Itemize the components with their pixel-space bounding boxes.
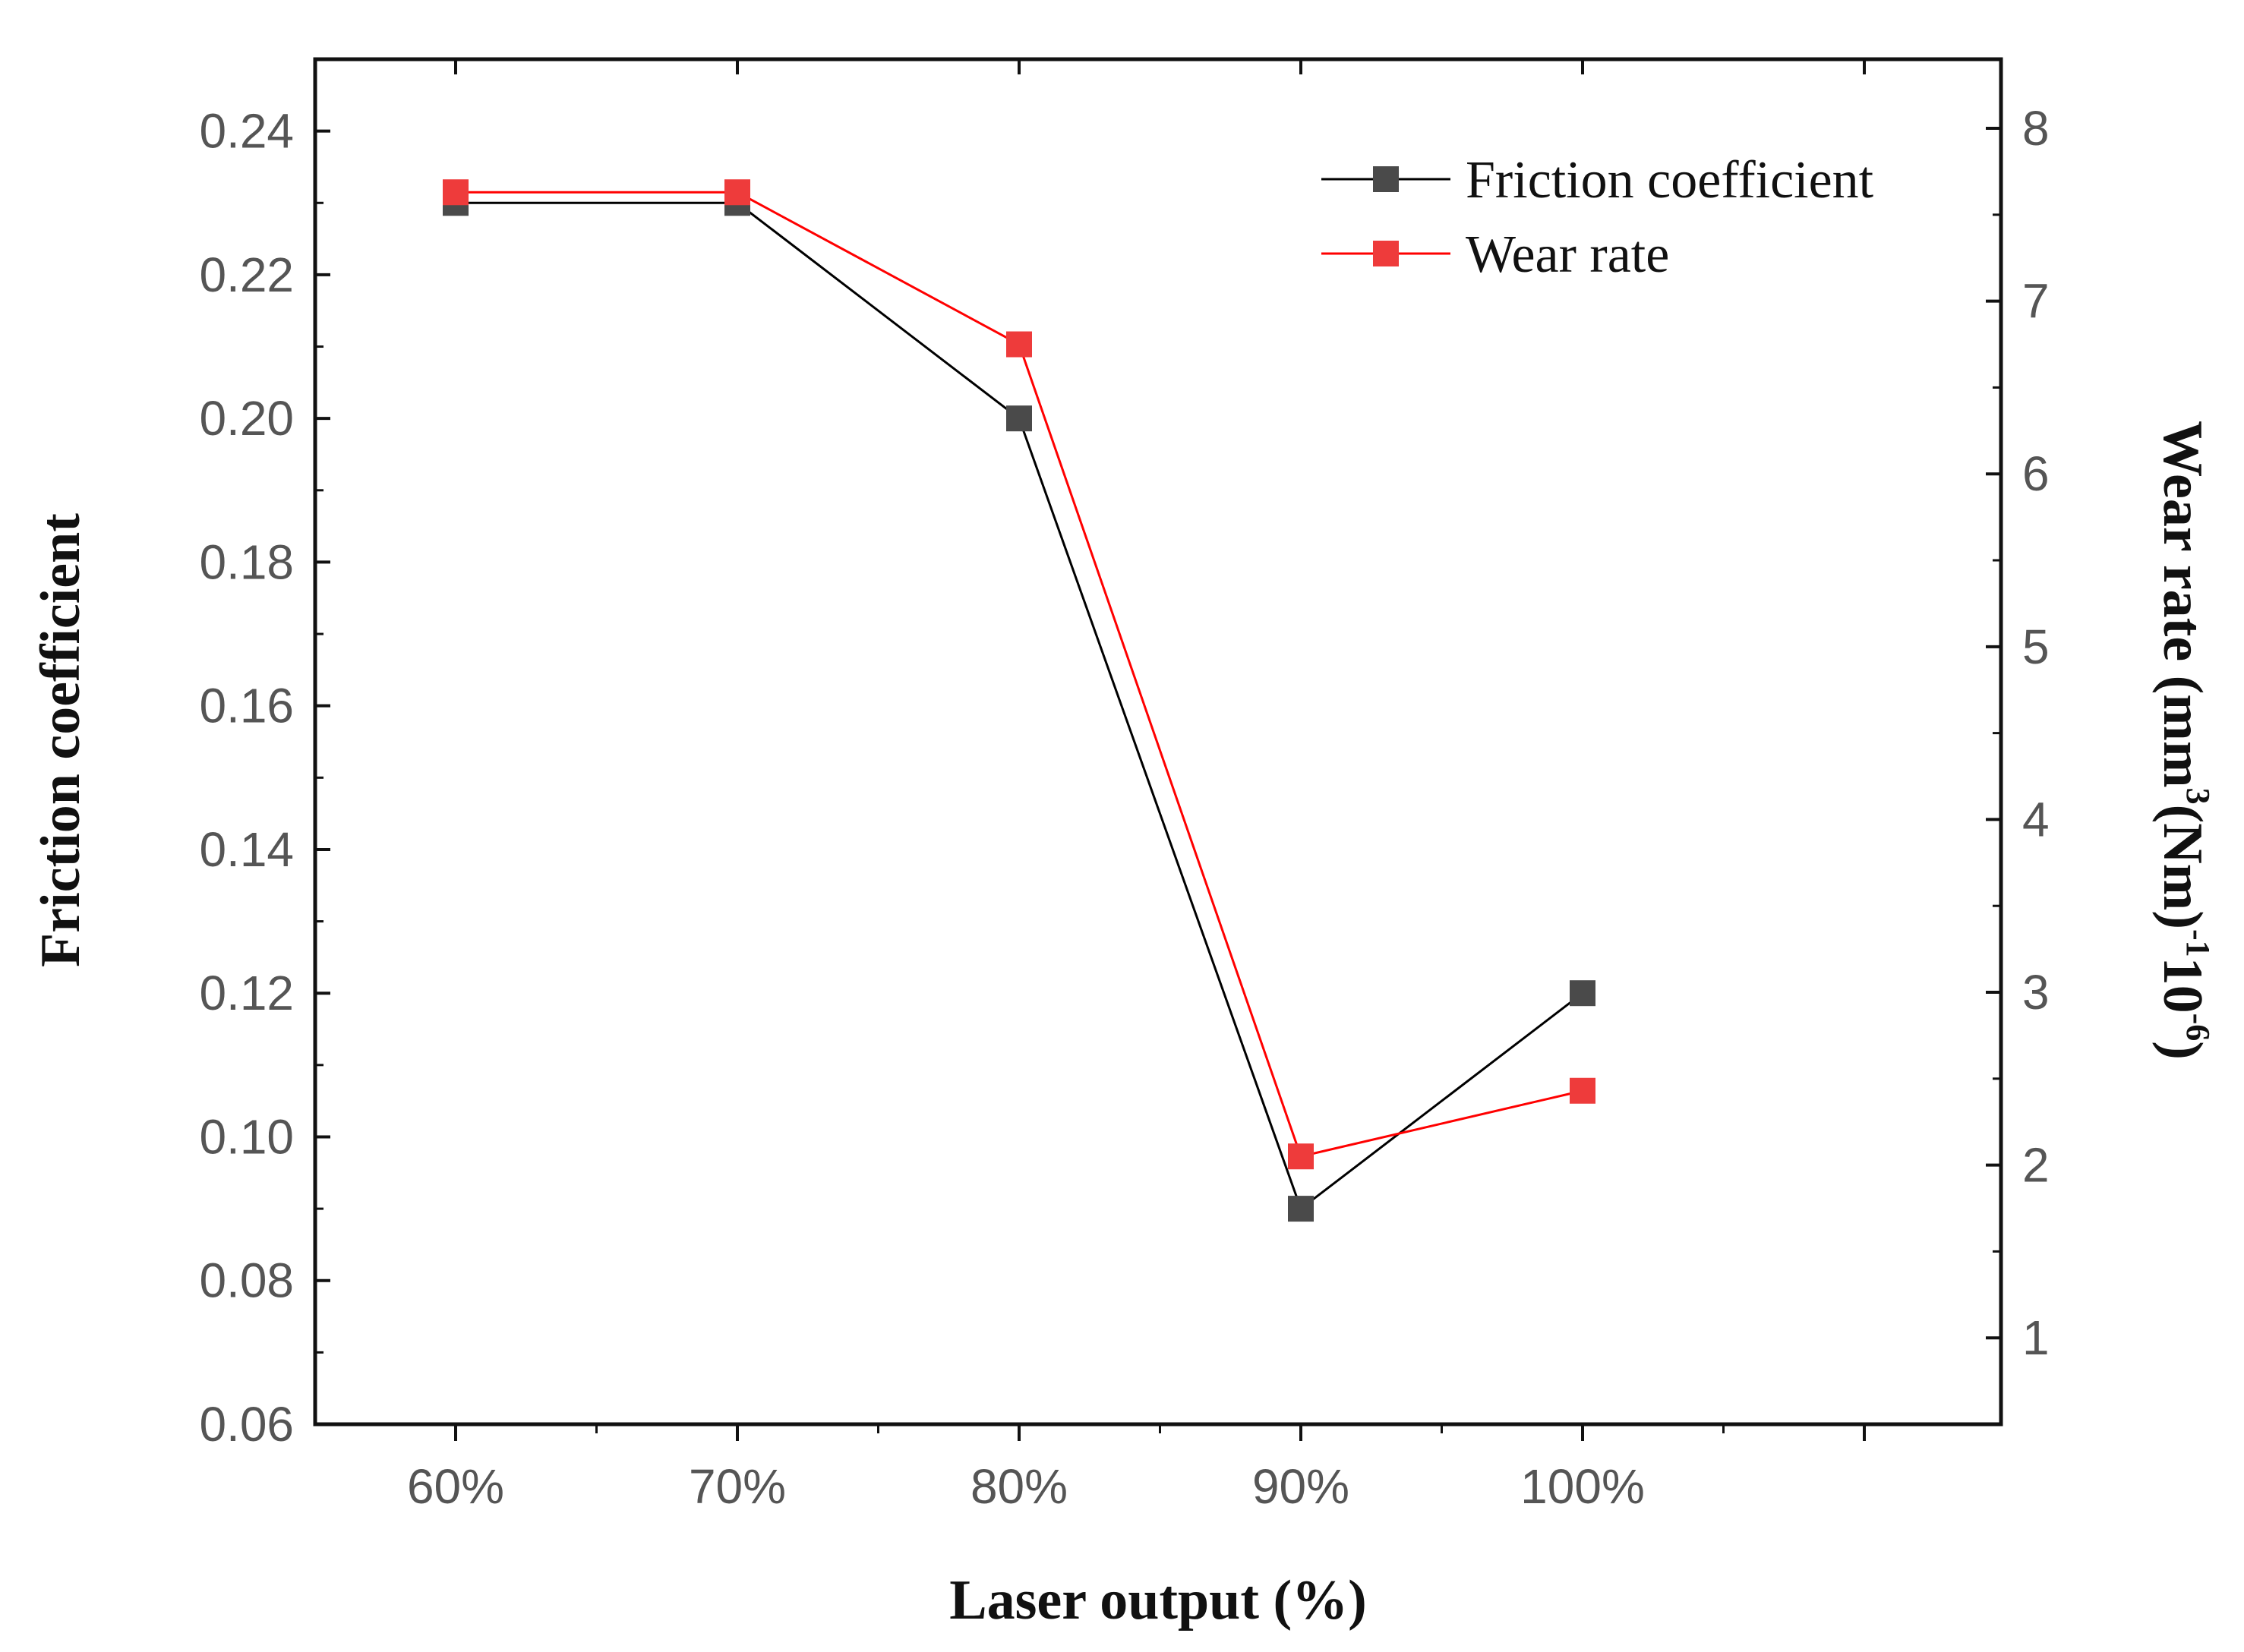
y-left-tick-label: 0.08 xyxy=(199,1253,294,1308)
plot-frame xyxy=(313,57,2003,1427)
data-point-wear xyxy=(724,179,750,206)
ticks-layer: 0.06 0.08 0.10 0.12 0.14 0.16 0.18 0.20 0.22 0.24… xyxy=(199,59,2050,1514)
y-axis-left-title: Friction coefficient xyxy=(30,513,92,967)
y-right-tick-label: 5 xyxy=(2022,620,2050,674)
data-point-friction xyxy=(1288,1196,1314,1222)
data-point-wear xyxy=(1006,331,1032,358)
y-right-tick-label: 1 xyxy=(2022,1310,2050,1365)
y-left-tick-label: 0.16 xyxy=(199,679,294,733)
x-axis-title: Laser output (%) xyxy=(949,1569,1367,1632)
y-right-title-sup1: 3 xyxy=(2179,788,2217,805)
y-left-tick-label: 0.14 xyxy=(199,822,294,877)
y-left-tick-label: 0.10 xyxy=(199,1109,294,1164)
y-right-tick-label: 7 xyxy=(2022,274,2050,329)
y-left-tick-label: 0.18 xyxy=(199,534,294,589)
y-right-tick-label: 8 xyxy=(2022,101,2050,156)
y-right-tick-label: 6 xyxy=(2022,446,2050,501)
y-right-title-mid: (Nm) xyxy=(2151,805,2214,929)
legend-wear-marker xyxy=(1373,241,1399,266)
y-left-tick-label: 0.12 xyxy=(199,966,294,1020)
y-left-tick-label: 0.06 xyxy=(199,1397,294,1452)
legend-friction-marker xyxy=(1373,166,1399,192)
legend: Friction coefficient Wear rate xyxy=(1321,151,1874,284)
data-point-friction xyxy=(1006,405,1032,432)
data-point-wear xyxy=(1570,1077,1595,1104)
y-left-tick-label: 0.22 xyxy=(199,247,294,302)
x-tick-label: 60% xyxy=(407,1459,504,1514)
legend-wear-label: Wear rate xyxy=(1466,225,1669,284)
y-right-title-end: ) xyxy=(2151,1041,2214,1060)
x-tick-label: 90% xyxy=(1252,1459,1349,1514)
x-tick-label: 100% xyxy=(1520,1459,1645,1514)
y-right-title-mid2: 10 xyxy=(2151,957,2214,1014)
y-right-tick-label: 3 xyxy=(2022,965,2050,1020)
y-right-title-main: Wear rate (mm xyxy=(2151,421,2214,788)
data-point-wear xyxy=(1288,1143,1314,1170)
y-right-tick-label: 2 xyxy=(2022,1138,2050,1193)
x-tick-label: 70% xyxy=(689,1459,786,1514)
legend-friction-label: Friction coefficient xyxy=(1466,151,1874,210)
y-left-tick-label: 0.24 xyxy=(199,104,294,159)
y-right-title-sup2: -1 xyxy=(2179,929,2217,957)
data-point-wear xyxy=(443,179,469,206)
y-right-tick-label: 4 xyxy=(2022,792,2050,846)
y-left-tick-label: 0.20 xyxy=(199,391,294,446)
series-layer xyxy=(443,179,1595,1222)
y-axis-right-title: Wear rate (mm3(Nm)-110-6) xyxy=(2151,421,2217,1060)
y-right-title-sup3: -6 xyxy=(2179,1014,2217,1042)
data-point-friction xyxy=(1570,980,1595,1007)
x-tick-label: 80% xyxy=(971,1459,1068,1514)
